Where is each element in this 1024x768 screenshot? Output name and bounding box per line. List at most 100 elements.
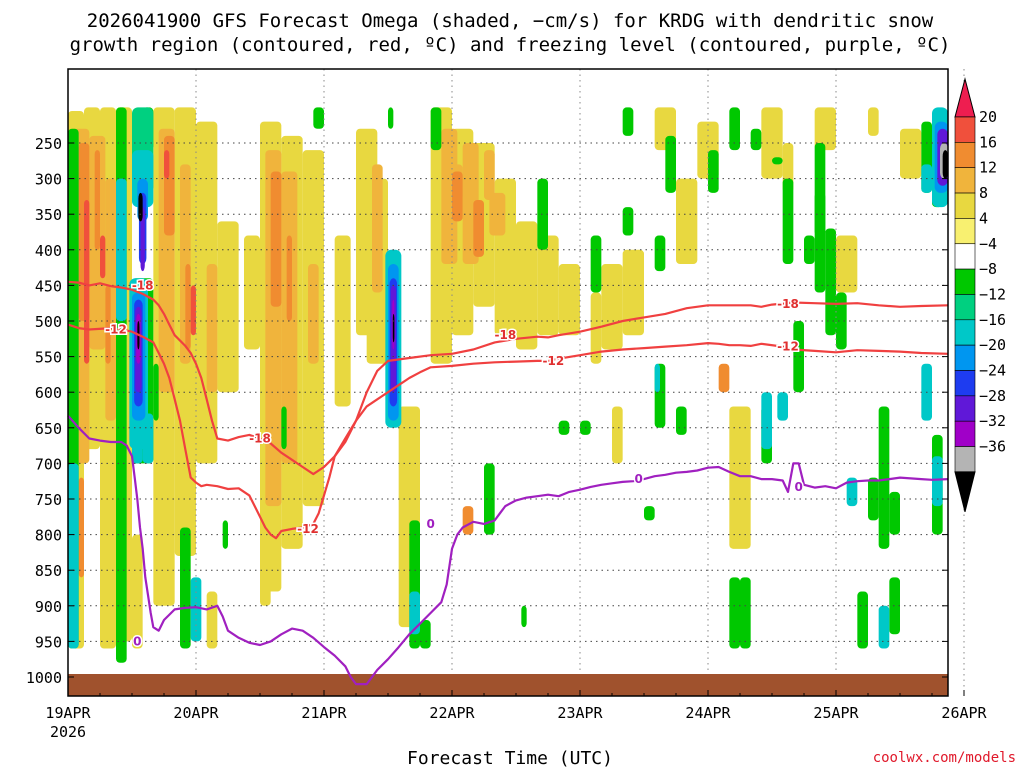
omega-negative-region xyxy=(537,178,548,250)
colorbar-band xyxy=(954,142,976,169)
omega-negative-region xyxy=(729,107,740,151)
omega-negative-region xyxy=(676,406,687,435)
omega-negative-region xyxy=(804,235,815,265)
colorbar-label: −16 xyxy=(979,311,1006,329)
omega-positive-region xyxy=(516,221,538,350)
omega-positive-region xyxy=(372,164,383,293)
y-tick-label: 550 xyxy=(35,349,62,367)
y-tick-label: 800 xyxy=(35,527,62,545)
colorbar-band xyxy=(954,294,976,321)
omega-negative-region xyxy=(644,506,655,521)
colorbar-label: 4 xyxy=(979,209,988,227)
colorbar-label: −8 xyxy=(979,260,997,278)
plot-frame xyxy=(67,68,949,697)
x-axis: 19APR 20APR 21APR 22APR 23APR 24APR 25APR 26APR xyxy=(45,690,988,722)
omega-strong-ascent xyxy=(392,313,395,343)
colorbar: 20 16 12 8 4 −4 −8 −12 −16 −20 −24 −28 −32 −36 xyxy=(954,77,1006,513)
omega-negative-region xyxy=(409,591,420,635)
y-tick-label: 900 xyxy=(35,598,62,616)
omega-positive-region xyxy=(286,235,292,321)
omega-shading xyxy=(68,107,948,663)
contour-labels: -18 -12 -18 -12 -18 -12 -18 -12 0 0 0 0 xyxy=(104,277,805,650)
omega-negative-region xyxy=(484,463,495,535)
y-tick-label: 650 xyxy=(35,420,62,438)
omega-positive-region xyxy=(334,235,351,407)
omega-negative-region xyxy=(836,292,847,350)
omega-negative-region xyxy=(761,392,772,450)
colorbar-label: −36 xyxy=(979,438,1006,456)
contour-label: 0 xyxy=(794,480,802,494)
contour-label: -18 xyxy=(494,328,516,342)
omega-negative-region xyxy=(622,107,634,136)
colorbar-band xyxy=(954,218,976,245)
omega-negative-region xyxy=(878,406,890,549)
colorbar-band xyxy=(954,243,976,270)
omega-negative-region xyxy=(782,178,794,265)
x-tick-label: 25APR xyxy=(813,704,859,722)
omega-positive-region xyxy=(868,107,879,136)
omega-negative-region xyxy=(878,605,890,649)
omega-negative-region xyxy=(740,577,751,649)
contour-label: -18 xyxy=(777,297,799,311)
omega-positive-region xyxy=(900,128,922,179)
omega-positive-region xyxy=(100,235,106,279)
omega-positive-region xyxy=(308,264,319,364)
omega-negative-region xyxy=(654,235,666,272)
omega-strong-ascent xyxy=(942,150,948,179)
omega-negative-region xyxy=(868,477,879,521)
y-tick-label: 300 xyxy=(35,171,62,189)
x-tick-label: 19APR xyxy=(45,704,91,722)
omega-positive-region xyxy=(206,264,218,393)
omega-negative-region xyxy=(68,463,79,649)
colorbar-arrow-top xyxy=(954,77,976,118)
omega-negative-region xyxy=(777,392,788,421)
x-tick-label: 26APR xyxy=(941,704,987,722)
omega-positive-region xyxy=(78,477,84,578)
y-tick-label: 850 xyxy=(35,562,62,580)
y-tick-label: 950 xyxy=(35,633,62,651)
omega-positive-region xyxy=(558,264,580,336)
contour-label: -12 xyxy=(105,323,127,337)
x-tick-label: 22APR xyxy=(429,704,475,722)
omega-strong-ascent xyxy=(138,192,143,222)
omega-positive-region xyxy=(601,264,623,350)
omega-positive-region xyxy=(244,235,260,350)
y-axis: 250 300 350 400 450 500 550 600 650 700 750 800 850 9… xyxy=(26,135,948,687)
y-tick-label: 750 xyxy=(35,491,62,509)
colorbar-band xyxy=(954,420,976,447)
omega-negative-region xyxy=(889,491,900,535)
x-tick-label: 24APR xyxy=(685,704,731,722)
y-tick-label: 400 xyxy=(35,242,62,260)
omega-negative-region xyxy=(889,577,900,635)
colorbar-label: 8 xyxy=(979,184,988,202)
colorbar-band xyxy=(954,344,976,371)
ground-surface xyxy=(68,674,948,696)
x-tick-label: 23APR xyxy=(557,704,603,722)
colorbar-band xyxy=(954,446,976,473)
omega-negative-region xyxy=(932,456,943,507)
omega-positive-region xyxy=(190,285,196,336)
y-tick-label: 350 xyxy=(35,206,62,224)
omega-positive-region xyxy=(612,406,623,464)
y-tick-label: 600 xyxy=(35,384,62,402)
omega-positive-region xyxy=(814,107,836,151)
colorbar-band xyxy=(954,319,976,346)
omega-positive-region xyxy=(94,150,100,250)
omega-positive-region xyxy=(84,199,90,364)
colorbar-band xyxy=(954,268,976,295)
omega-negative-region xyxy=(665,135,676,193)
omega-positive-region xyxy=(473,199,484,257)
omega-positive-region xyxy=(622,249,644,336)
omega-negative-region xyxy=(430,107,442,151)
colorbar-label: 16 xyxy=(979,133,997,151)
omega-positive-region xyxy=(105,285,111,364)
omega-negative-region xyxy=(654,363,660,393)
omega-positive-region xyxy=(462,506,474,535)
y-tick-label: 450 xyxy=(35,277,62,295)
colorbar-label: −28 xyxy=(979,387,1006,405)
omega-positive-region xyxy=(164,420,175,464)
x-axis-year: 2026 xyxy=(50,723,86,741)
contour-label: -12 xyxy=(542,354,564,368)
omega-negative-region xyxy=(825,228,836,336)
